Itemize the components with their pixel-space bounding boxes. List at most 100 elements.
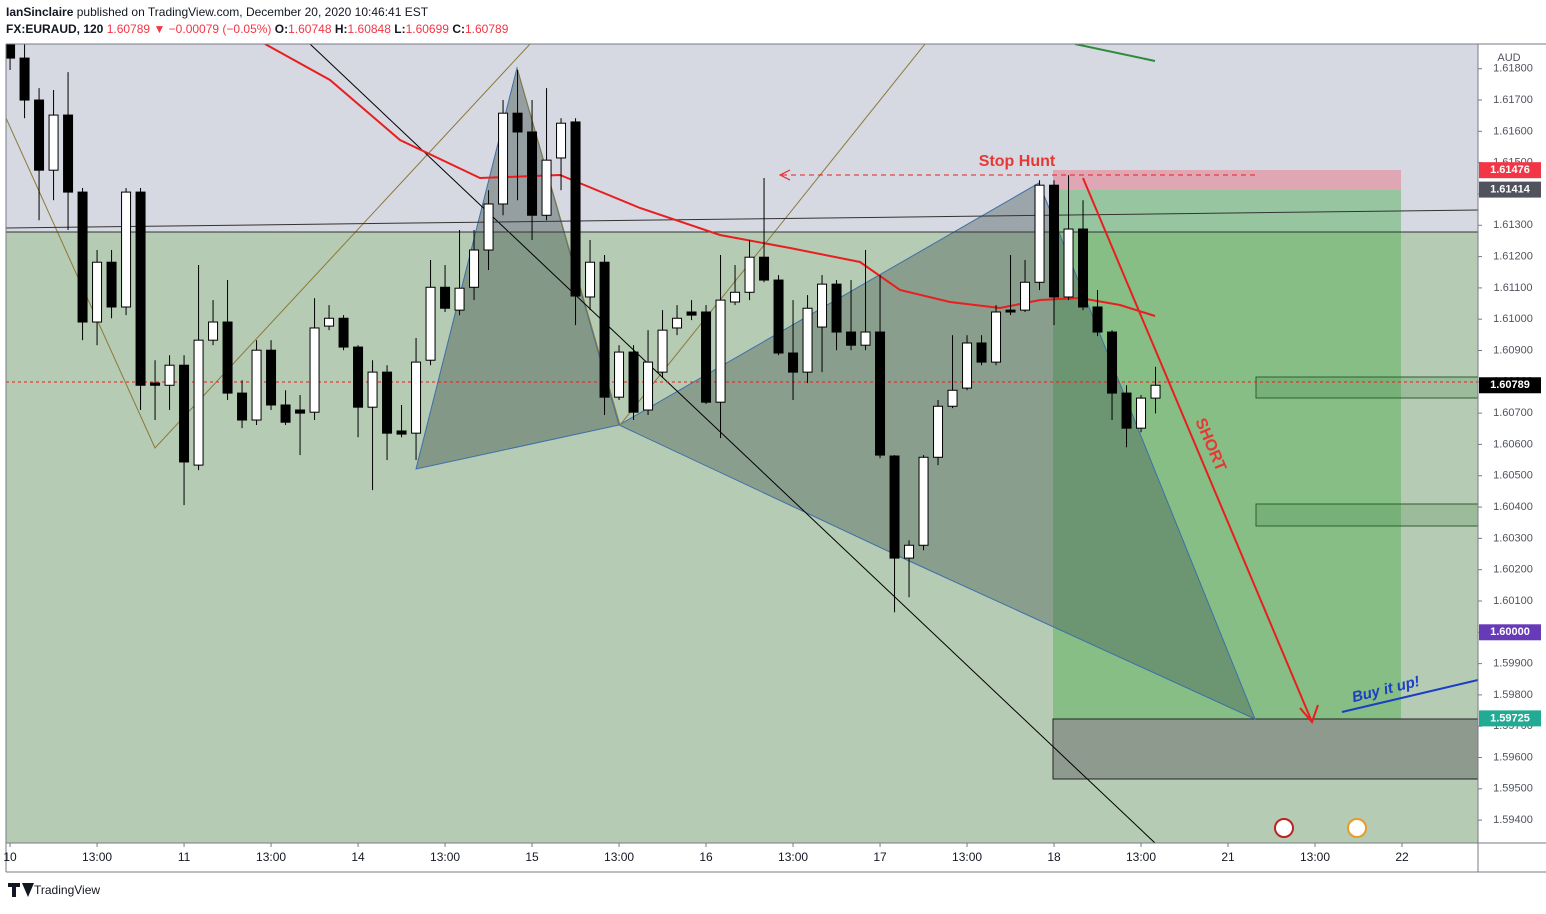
y-tick-label: 1.61000 xyxy=(1493,313,1533,325)
zone-box xyxy=(1255,376,1478,399)
y-tick-label: 1.59500 xyxy=(1493,783,1533,795)
candle-body xyxy=(657,329,668,373)
brand: TradingView xyxy=(34,883,100,897)
y-tick-label: 1.59600 xyxy=(1493,751,1533,763)
currency: AUD xyxy=(1497,52,1520,64)
olive-line xyxy=(6,44,531,449)
candle-body xyxy=(599,261,610,398)
target-zone xyxy=(1053,190,1401,719)
change: −0.00079 (−0.05%) xyxy=(169,22,272,36)
candle-body xyxy=(295,409,306,414)
candle-body xyxy=(498,112,509,205)
y-tick-label: 1.60200 xyxy=(1493,564,1533,576)
arrow-head xyxy=(778,169,791,181)
ohlc-value: 1.60748 xyxy=(288,22,332,36)
candle-body xyxy=(454,287,465,311)
demand-box xyxy=(1052,718,1478,780)
candle-body xyxy=(585,261,596,298)
candle-body xyxy=(1150,384,1161,399)
candle-body xyxy=(34,99,45,171)
ohlc-label: C: xyxy=(452,22,465,36)
ohlc-label: L: xyxy=(394,22,405,36)
x-tick-label: 13:00 xyxy=(82,850,112,864)
candle-body xyxy=(1136,397,1147,429)
candle-body xyxy=(715,299,726,403)
publisher: IanSinclaire xyxy=(6,5,74,19)
y-tick-label: 1.61800 xyxy=(1493,63,1533,75)
candle-body xyxy=(164,364,175,386)
y-tick-label: 1.59800 xyxy=(1493,689,1533,701)
price-badge xyxy=(1479,377,1541,394)
candle-body xyxy=(947,389,958,407)
buy-line xyxy=(1341,679,1478,713)
candle-body xyxy=(222,321,233,394)
candle-body xyxy=(1121,392,1132,429)
x-tick-label: 13:00 xyxy=(256,850,286,864)
event-icon[interactable] xyxy=(1347,818,1367,838)
candle-body xyxy=(280,404,291,423)
candle-body xyxy=(889,455,900,559)
candle-body xyxy=(179,364,190,463)
candle-body xyxy=(614,351,625,398)
y-tick-label: 1.59900 xyxy=(1493,658,1533,670)
x-tick-label: 15 xyxy=(525,850,539,864)
trend-line xyxy=(6,209,1478,229)
candle-body xyxy=(527,131,538,216)
candle-body xyxy=(541,159,552,216)
y-tick-label: 1.60600 xyxy=(1493,438,1533,450)
candle-body xyxy=(77,191,88,323)
candle-body xyxy=(991,311,1002,363)
price-badge-label: 1.61476 xyxy=(1490,164,1530,176)
price-badge xyxy=(1479,624,1541,641)
x-tick-label: 14 xyxy=(351,850,365,864)
price-badge-label: 1.59725 xyxy=(1490,712,1530,724)
candle-body xyxy=(904,544,915,559)
x-tick-label: 13:00 xyxy=(1300,850,1330,864)
candle-body xyxy=(92,261,103,323)
axes: 1.594001.595001.596001.597001.598001.599… xyxy=(3,63,1541,864)
candle-body xyxy=(570,121,581,297)
stop-zone xyxy=(1053,170,1401,190)
candle-body xyxy=(48,114,59,171)
y-tick-label: 1.60900 xyxy=(1493,344,1533,356)
candle-body xyxy=(628,351,639,413)
arrow-head xyxy=(1299,704,1319,724)
moving-average xyxy=(264,44,1156,317)
y-tick-label: 1.59400 xyxy=(1493,814,1533,826)
zone-box xyxy=(1255,503,1478,527)
x-tick-label: 11 xyxy=(178,850,191,864)
header-line: IanSinclaire published on TradingView.co… xyxy=(6,5,429,19)
candle-body xyxy=(382,371,393,434)
candle-body xyxy=(744,256,755,293)
price-badge xyxy=(1479,162,1541,179)
price-badge-label: 1.60789 xyxy=(1490,379,1530,391)
candle-body xyxy=(918,456,929,546)
x-tick-label: 22 xyxy=(1395,850,1409,864)
price-badge xyxy=(1479,710,1541,727)
candle-body xyxy=(672,317,683,329)
event-icon[interactable] xyxy=(1274,818,1294,838)
candle-body xyxy=(773,279,784,354)
candle-body xyxy=(324,317,335,327)
upper-zone xyxy=(6,44,1478,232)
candle-body xyxy=(150,382,161,386)
candle-body xyxy=(1107,331,1118,394)
x-tick-label: 17 xyxy=(873,850,887,864)
candle-body xyxy=(643,361,654,411)
candle-body xyxy=(338,317,349,348)
x-tick-label: 16 xyxy=(699,850,713,864)
candle-body xyxy=(19,57,30,101)
candle-body xyxy=(730,291,741,303)
candle-body xyxy=(121,191,132,308)
symbol-line: FX:EURAUD, 120 1.60789 ▼ −0.00079 (−0.05… xyxy=(6,22,509,36)
x-tick-label: 13:00 xyxy=(604,850,634,864)
candle-body xyxy=(1049,184,1060,298)
y-tick-label: 1.60400 xyxy=(1493,501,1533,513)
candle-body xyxy=(237,392,248,421)
annotation: Stop Hunt xyxy=(979,153,1056,170)
drawings xyxy=(6,44,1478,843)
candle-body xyxy=(6,44,16,59)
x-tick-label: 10 xyxy=(3,850,17,864)
candle-body xyxy=(266,349,277,406)
y-tick-label: 1.61600 xyxy=(1493,125,1533,137)
